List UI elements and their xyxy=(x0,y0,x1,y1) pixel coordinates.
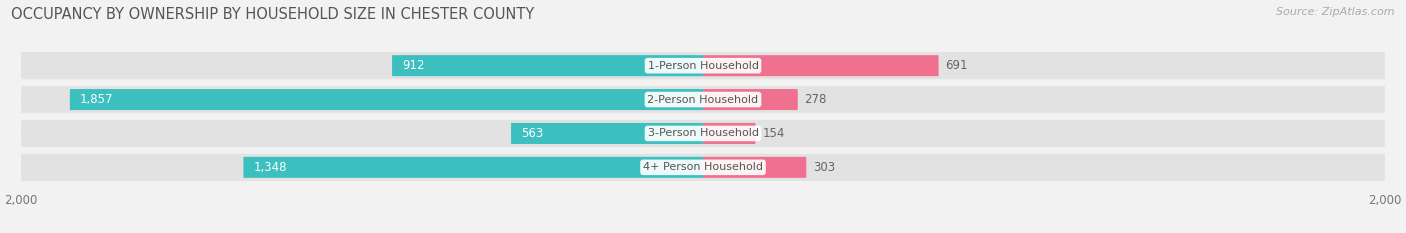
Text: 1,857: 1,857 xyxy=(80,93,114,106)
FancyBboxPatch shape xyxy=(510,123,703,144)
FancyBboxPatch shape xyxy=(21,154,1385,181)
FancyBboxPatch shape xyxy=(392,55,703,76)
FancyBboxPatch shape xyxy=(703,89,797,110)
Text: 691: 691 xyxy=(945,59,967,72)
Text: 278: 278 xyxy=(804,93,827,106)
FancyBboxPatch shape xyxy=(243,157,703,178)
FancyBboxPatch shape xyxy=(703,55,939,76)
Text: 1-Person Household: 1-Person Household xyxy=(648,61,758,71)
Text: 563: 563 xyxy=(522,127,544,140)
Text: 303: 303 xyxy=(813,161,835,174)
FancyBboxPatch shape xyxy=(21,52,1385,79)
Text: 2-Person Household: 2-Person Household xyxy=(647,95,759,105)
Text: 912: 912 xyxy=(402,59,425,72)
Text: 1,348: 1,348 xyxy=(253,161,287,174)
Text: 4+ Person Household: 4+ Person Household xyxy=(643,162,763,172)
Text: Source: ZipAtlas.com: Source: ZipAtlas.com xyxy=(1277,7,1395,17)
FancyBboxPatch shape xyxy=(70,89,703,110)
FancyBboxPatch shape xyxy=(703,157,806,178)
Text: OCCUPANCY BY OWNERSHIP BY HOUSEHOLD SIZE IN CHESTER COUNTY: OCCUPANCY BY OWNERSHIP BY HOUSEHOLD SIZE… xyxy=(11,7,534,22)
FancyBboxPatch shape xyxy=(21,86,1385,113)
Text: 3-Person Household: 3-Person Household xyxy=(648,128,758,138)
Text: 154: 154 xyxy=(762,127,785,140)
FancyBboxPatch shape xyxy=(21,120,1385,147)
FancyBboxPatch shape xyxy=(703,123,755,144)
